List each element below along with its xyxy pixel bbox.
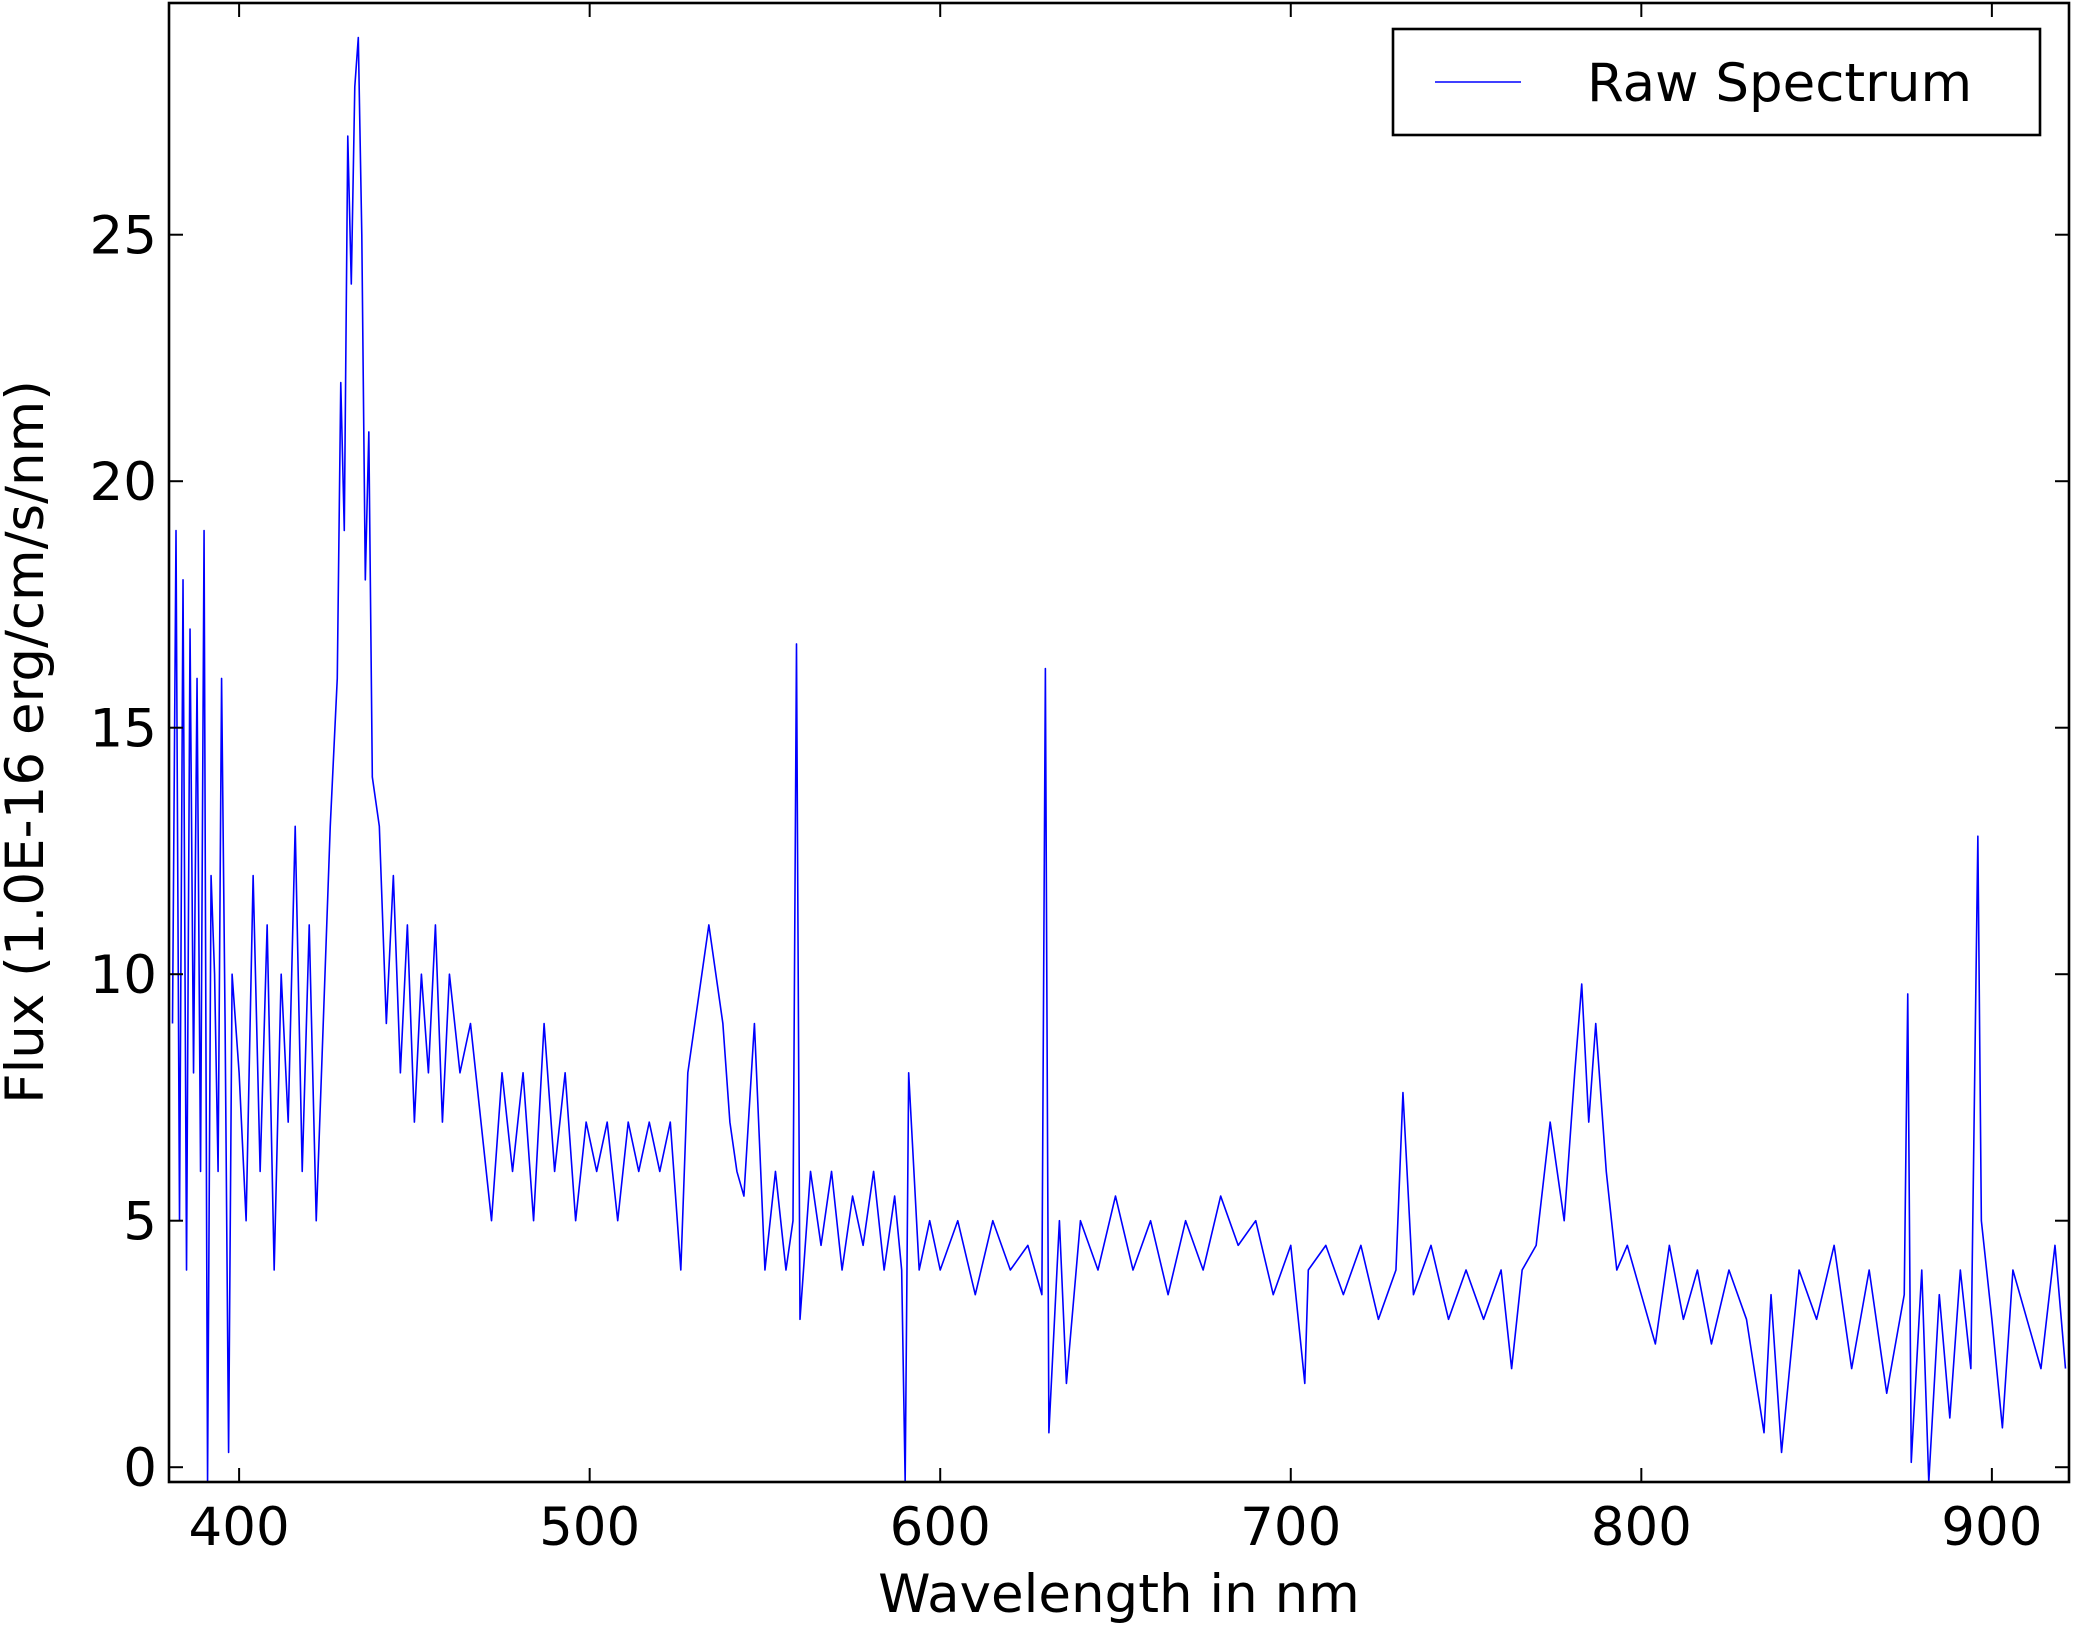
x-tick-label: 800 [1591, 1497, 1692, 1558]
x-tick-label: 500 [539, 1497, 640, 1558]
x-tick-label: 700 [1240, 1497, 1341, 1558]
y-tick-label: 20 [90, 452, 157, 513]
y-tick-label: 0 [123, 1438, 157, 1499]
y-tick-label: 10 [90, 945, 157, 1006]
x-tick-label: 600 [890, 1497, 991, 1558]
plot-frame [167, 1, 2071, 1484]
y-tick-label: 5 [123, 1192, 157, 1253]
y-tick-label: 15 [90, 699, 157, 760]
x-tick-label: 400 [189, 1497, 290, 1558]
x-axis-label: Wavelength in nm [878, 1564, 1360, 1625]
spectrum-line [171, 36, 2067, 1483]
y-tick-label: 25 [90, 206, 157, 267]
x-tick-label: 900 [1941, 1497, 2042, 1558]
y-axis-label: Flux (1.0E-16 erg/cm/s/nm) [0, 380, 56, 1104]
legend-label: Raw Spectrum [1587, 53, 1972, 114]
